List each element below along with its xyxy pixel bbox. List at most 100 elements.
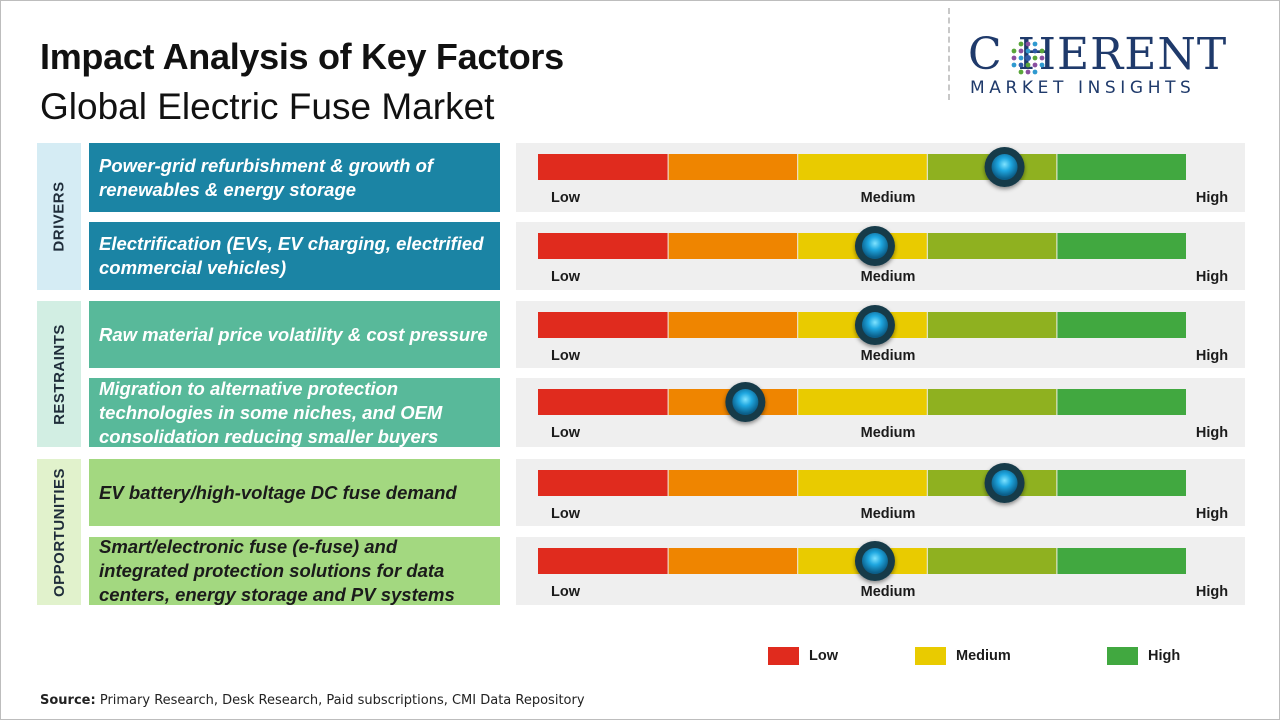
gauge-scale-label: High (1196, 269, 1228, 285)
gauge-segment (1057, 233, 1186, 259)
logo-dot (1025, 41, 1031, 47)
gauge-scale-label: High (1196, 506, 1228, 522)
gauge-segment (538, 154, 668, 180)
factor-label: Power-grid refurbishment & growth of ren… (99, 154, 434, 200)
logo-dot (1018, 55, 1024, 61)
gauge-segment (668, 548, 798, 574)
logo-dot (1032, 69, 1038, 75)
factor-label: Electrification (EVs, EV charging, elect… (99, 233, 484, 278)
chart-title: Impact Analysis of Key Factors (40, 36, 564, 77)
gauge-scale-label: Low (551, 348, 581, 364)
factor-label: Smart/electronic fuse (e-fuse) and integ… (99, 536, 455, 605)
factor-box-drivers-2: Electrification (EVs, EV charging, elect… (89, 222, 500, 290)
gauge-segment (538, 470, 668, 496)
source-note: Source: Primary Research, Desk Research,… (40, 693, 585, 708)
gauge-segment (927, 389, 1057, 415)
gauge-2: Low Medium High (538, 226, 1228, 285)
category-band-drivers: DRIVERS (37, 143, 81, 290)
logo-dot (1025, 48, 1031, 54)
gauge-scale-label: Low (551, 584, 581, 600)
gauge-scale-label: High (1196, 425, 1228, 441)
factor-label: EV battery/high-voltage DC fuse demand (99, 481, 457, 503)
gauge-scale-label: High (1196, 190, 1228, 206)
legend-label: High (1148, 648, 1181, 664)
factor-box-restraints-2: Migration to alternative protection tech… (89, 378, 500, 447)
factor-box-opportunities-2: Smart/electronic fuse (e-fuse) and integ… (89, 536, 500, 605)
impact-marker-core (732, 389, 759, 415)
gauge-segment (668, 233, 798, 259)
logo-dot (1018, 41, 1024, 47)
gauge-scale-label: Low (551, 425, 581, 441)
logo-dot-icon (1011, 41, 1045, 75)
logo-dot (1011, 48, 1017, 54)
factor-box-opportunities-1: EV battery/high-voltage DC fuse demand (89, 459, 500, 526)
chart-subtitle: Global Electric Fuse Market (40, 86, 495, 127)
impact-marker-core (861, 312, 888, 338)
gauge-segment (927, 233, 1057, 259)
gauge-scale-label: Low (551, 269, 581, 285)
legend-item-medium: Medium (915, 647, 1011, 665)
logo-tagline: MARKET INSIGHTS (970, 78, 1196, 98)
logo-dot (1018, 62, 1024, 68)
gauge-3: Low Medium High (538, 305, 1228, 364)
legend-label: Low (809, 648, 838, 664)
logo-wordmark: C HERENT (968, 29, 1228, 80)
gauge-segment (668, 312, 798, 338)
logo-dot (1039, 55, 1045, 61)
gauge-segment (1057, 548, 1186, 574)
category-band-restraints: RESTRAINTS (37, 301, 81, 447)
impact-marker-core (861, 233, 888, 259)
logo-dot (1032, 62, 1038, 68)
logo-dot (1025, 55, 1031, 61)
gauge-segment (538, 389, 668, 415)
gauge-segment (668, 470, 798, 496)
logo-dot (1011, 55, 1017, 61)
gauge-segment (927, 312, 1057, 338)
legend-label: Medium (956, 648, 1011, 664)
gauge-segment (798, 470, 927, 496)
gauge-6: Low Medium High (538, 541, 1228, 600)
header-divider (948, 8, 950, 100)
factor-label: Migration to alternative protection tech… (99, 377, 443, 447)
logo-dot (1011, 62, 1017, 68)
legend-swatch (1107, 647, 1138, 665)
logo-dot (1025, 69, 1031, 75)
gauge-scale-label: Medium (861, 506, 916, 522)
gauge-segment (538, 233, 668, 259)
legend-item-high: High (1107, 647, 1180, 665)
category-band-opportunities: OPPORTUNITIES (37, 459, 81, 605)
logo-dot (1032, 55, 1038, 61)
logo-dot (1032, 41, 1038, 47)
gauge-scale-label: High (1196, 584, 1228, 600)
gauge-segment (538, 312, 668, 338)
factor-label: Raw material price volatility & cost pre… (99, 323, 488, 345)
gauge-segment (1057, 389, 1186, 415)
legend-swatch (915, 647, 946, 665)
legend-swatch (768, 647, 799, 665)
logo-dot (1039, 62, 1045, 68)
gauge-scale-label: Medium (861, 190, 916, 206)
gauge-scale-label: Medium (861, 348, 916, 364)
legend-item-low: Low (768, 647, 838, 665)
gauge-segment (668, 154, 798, 180)
gauge-scale-label: Low (551, 506, 581, 522)
gauge-5: Low Medium High (538, 463, 1228, 522)
gauge-segment (798, 154, 927, 180)
impact-marker-core (991, 154, 1018, 180)
logo-dot (1032, 48, 1038, 54)
logo-dot (1039, 48, 1045, 54)
company-logo: C HERENT MARKET INSIGHTS (968, 28, 1268, 108)
gauge-4: Low Medium High (538, 382, 1228, 441)
gauge-segment (1057, 312, 1186, 338)
gauge-segment (798, 389, 927, 415)
logo-dot (1018, 48, 1024, 54)
gauge-1: Low Medium High (538, 147, 1228, 206)
gauge-scale-label: High (1196, 348, 1228, 364)
gauge-scale-label: Medium (861, 269, 916, 285)
logo-dot (1025, 62, 1031, 68)
factor-box-drivers-1: Power-grid refurbishment & growth of ren… (89, 143, 500, 212)
factor-box-restraints-1: Raw material price volatility & cost pre… (89, 301, 500, 368)
logo-dot (1018, 69, 1024, 75)
gauge-segment (538, 548, 668, 574)
